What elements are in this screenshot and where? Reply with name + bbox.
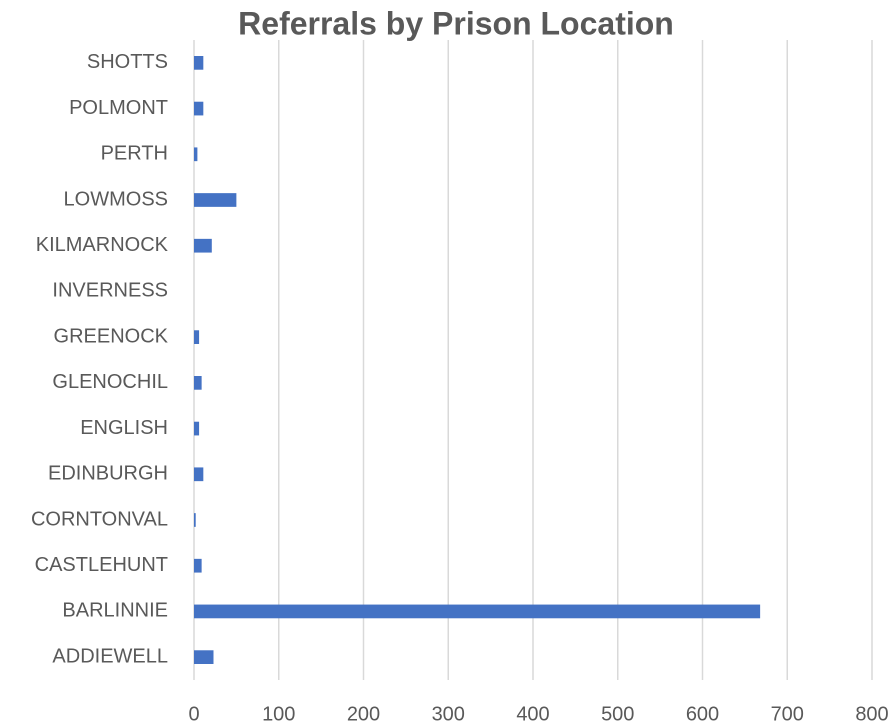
bar — [194, 513, 196, 527]
y-tick-label: EDINBURGH — [48, 463, 168, 485]
bar — [194, 238, 212, 253]
y-tick-label: LOWMOSS — [64, 188, 168, 210]
y-tick-label: ENGLISH — [80, 417, 168, 439]
y-tick-label: BARLINNIE — [62, 600, 168, 622]
y-tick-label: PERTH — [101, 143, 168, 165]
y-tick-label: POLMONT — [69, 97, 168, 119]
y-tick-label: SHOTTS — [87, 51, 168, 73]
x-tick-label: 100 — [262, 703, 295, 725]
bar — [194, 558, 202, 573]
bar — [194, 56, 204, 70]
y-tick-label: GREENOCK — [54, 325, 169, 347]
y-tick-label: ADDIEWELL — [52, 645, 168, 667]
y-tick-label: CORNTONVAL — [31, 508, 168, 530]
y-tick-label: CASTLEHUNT — [35, 554, 168, 576]
bar — [194, 604, 761, 619]
x-tick-label: 700 — [771, 703, 804, 725]
y-tick-label: GLENOCHIL — [52, 371, 168, 393]
bar — [194, 147, 198, 162]
x-tick-label: 0 — [188, 703, 199, 725]
x-tick-label: 200 — [347, 703, 380, 725]
bar — [194, 376, 202, 390]
y-tick-label: KILMARNOCK — [36, 234, 169, 256]
bar — [194, 650, 214, 664]
x-tick-label: 300 — [432, 703, 465, 725]
chart-title: Referrals by Prison Location — [238, 5, 674, 41]
x-tick-label: 600 — [686, 703, 719, 725]
bar — [194, 467, 204, 482]
x-tick-label: 800 — [855, 703, 888, 725]
bar — [194, 421, 200, 436]
x-tick-label: 500 — [601, 703, 634, 725]
bar — [194, 193, 237, 207]
x-tick-label: 400 — [516, 703, 549, 725]
y-tick-label: INVERNESS — [52, 280, 168, 302]
bar — [194, 101, 204, 116]
bar — [194, 330, 200, 344]
